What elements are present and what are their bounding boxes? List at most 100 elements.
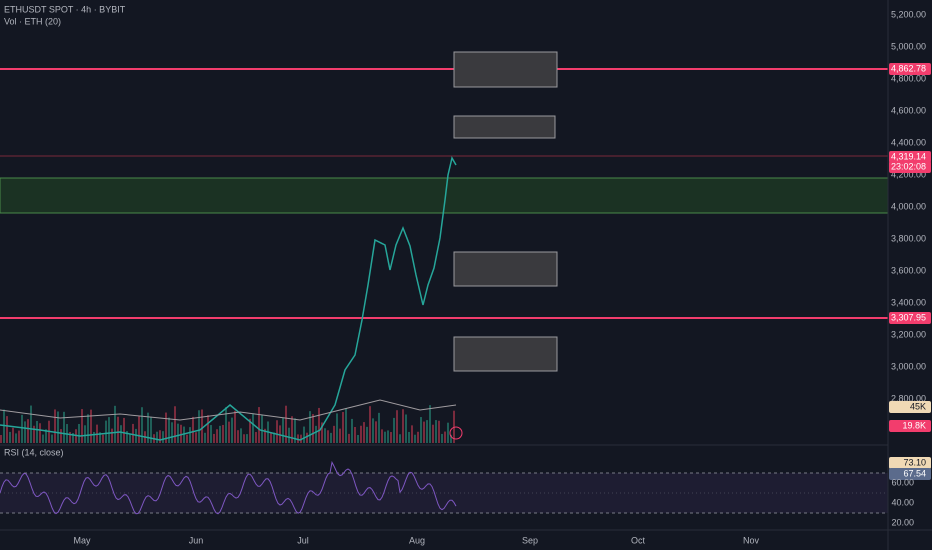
volume-bar [207,415,209,443]
price-line [0,155,457,441]
volume-bar [240,428,242,443]
volume-bar [447,422,449,443]
volume-bar [354,427,356,443]
volume-bar [276,420,278,443]
volume-bar [309,411,311,443]
box [453,251,558,287]
volume-bar [333,425,335,443]
price-label: 5,200.00 [891,9,926,19]
volume-bar [150,416,152,443]
price-badge-label: 23:02:08 [891,161,926,171]
volume-bar [15,433,17,443]
volume-bar [138,416,140,443]
price-label: 4,200.00 [891,169,926,179]
volume-bar [399,434,401,443]
volume-bar [42,434,44,443]
volume-bar [330,432,332,443]
volume-bar [420,417,422,443]
volume-bar [171,422,173,443]
volume-bar [108,417,110,443]
volume-bar [198,410,200,443]
volume-bar [180,424,182,443]
volume-bar [408,431,410,443]
volume-bar [363,422,365,443]
volume-bar [441,433,443,443]
volume-bar [282,417,284,443]
volume-bar [18,430,20,443]
volume-bar [414,434,416,443]
price-badge [889,312,931,324]
volume-bar [372,418,374,443]
volume-bar [189,427,191,443]
volume-bar [114,405,116,443]
volume-bar [222,424,224,443]
volume-bar [204,432,206,443]
volume-bar [294,418,296,443]
volume-bar [258,407,260,443]
price-badge [889,468,931,480]
volume-bar [78,423,80,443]
volume-bar [132,423,134,443]
price-label: 3,400.00 [891,297,926,307]
volume-bar [54,409,56,443]
volume-bar [243,434,245,443]
rsi-line [0,460,457,515]
volume-bar [219,425,221,443]
volume-bar [111,428,113,443]
volume-bar [342,412,344,443]
volume-bar [357,434,359,443]
volume-bar [168,417,170,443]
price-label: 2,800.00 [891,393,926,403]
volume-bar [288,427,290,443]
volume-bar [348,433,350,443]
volume-bar [246,434,248,443]
volume-bar [0,435,2,443]
volume-bar [123,417,125,443]
volume-bar [231,417,233,443]
rsi-level-label: 60.00 [891,477,914,487]
volume-bar [429,405,431,443]
volume-bar [384,431,386,443]
volume-bar [120,425,122,443]
volume-bar [345,408,347,443]
volume-bar [423,421,425,443]
price-label: 4,800.00 [891,73,926,83]
volume-bar [297,434,299,443]
volume-bar [129,434,131,443]
price-badge-label: 4,862.78 [891,63,926,73]
time-label: May [73,535,91,545]
volume-bar [12,427,14,443]
volume-bar [390,432,392,443]
volume-bar [192,416,194,443]
volume-bar [249,418,251,443]
volume-bar [30,405,32,443]
event-icon [449,426,463,440]
volume-bar [261,415,263,443]
volume-bar [87,414,89,443]
volume-bar [378,412,380,443]
rsi-band [0,473,888,513]
volume-bar [90,409,92,443]
volume-bar [81,409,83,443]
time-label: Aug [409,535,425,545]
volume-bar [417,431,419,443]
volume-bar [117,416,119,443]
volume-bar [303,426,305,443]
volume-bar [72,433,74,443]
volume-bar [126,431,128,443]
price-badge-label: 3,307.95 [891,312,926,322]
volume-bars [0,405,455,443]
volume-bar [36,420,38,443]
volume-bar [69,431,71,443]
rsi-level-label: 20.00 [891,517,914,527]
volume-bar [252,413,254,443]
volume-bar [339,428,341,443]
time-label: Nov [743,535,760,545]
volume-bar [156,431,158,443]
volume-bar [6,416,8,443]
volume-title: Vol · ETH (20) [4,16,61,26]
time-label: Sep [522,535,538,545]
volume-bar [141,407,143,443]
volume-bar [369,406,371,443]
volume-bar [225,407,227,443]
